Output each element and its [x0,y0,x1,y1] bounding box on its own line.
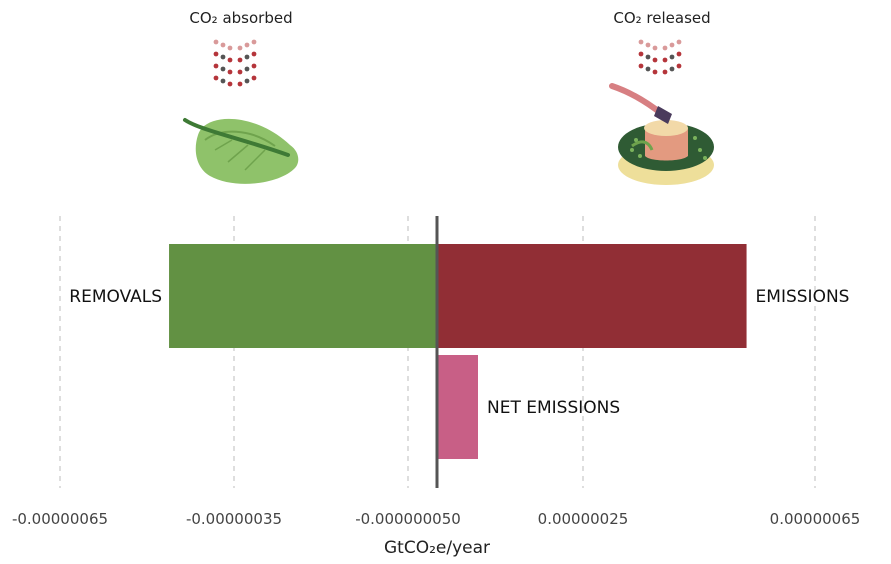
bar-label: REMOVALS [69,287,162,307]
bar-labels: REMOVALS EMISSIONS NET EMISSIONS [69,287,849,418]
bar-label: EMISSIONS [756,287,850,307]
co2-absorbed-title: CO₂ absorbed [189,9,292,27]
co2-absorbed-group: CO₂ absorbed [183,9,299,184]
bar-emissions [437,244,747,348]
co2-molecules-released-icon [638,39,682,75]
bars [169,244,747,459]
x-tick-label: -0.000000050 [355,510,461,528]
leaf-icon [183,118,299,184]
x-tick-label: -0.00000035 [186,510,282,528]
bar-net-emissions [437,355,478,459]
tick-labels: -0.00000065 -0.00000035 -0.000000050 0.0000… [12,510,860,528]
co2-released-title: CO₂ released [613,9,710,27]
x-axis-title: GtCO₂e/year [384,538,490,558]
co2-molecules-icon [213,39,257,87]
x-tick-label: 0.00000065 [770,510,861,528]
co2-released-group: CO₂ released [609,9,714,185]
tree-stump-axe-icon [609,83,714,185]
x-tick-label: 0.00000025 [538,510,629,528]
bar-label: NET EMISSIONS [487,398,620,418]
x-tick-label: -0.00000065 [12,510,108,528]
bar-removals [169,244,438,348]
